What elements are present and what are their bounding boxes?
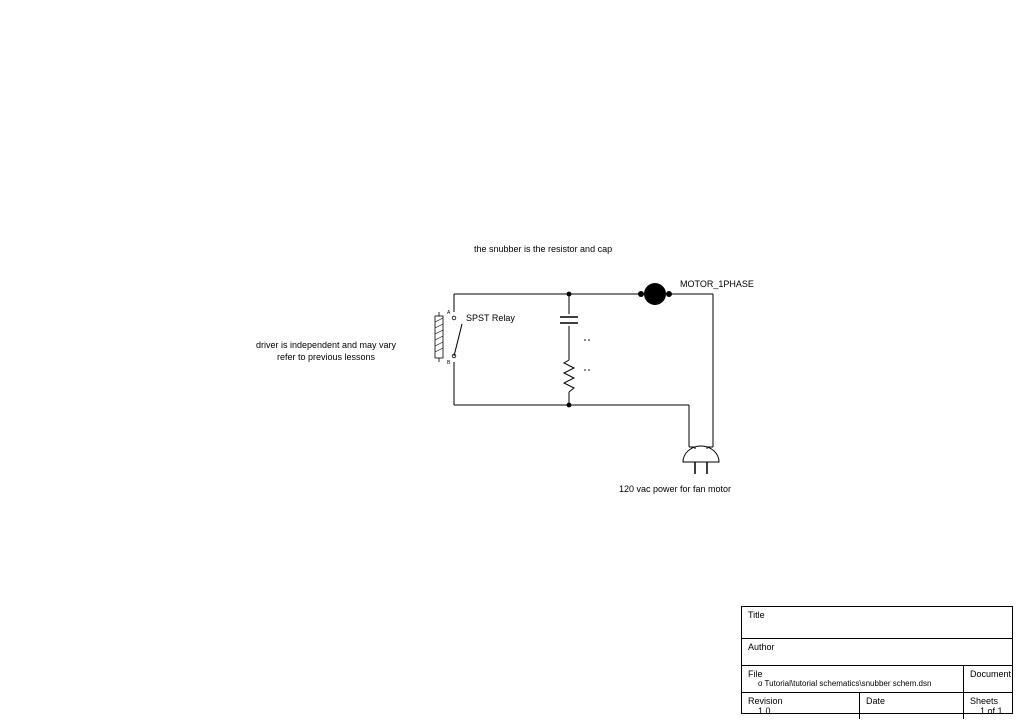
relay-contact-term bbox=[452, 316, 456, 320]
junction bbox=[567, 292, 572, 297]
tb-sheets-key: Sheets bbox=[970, 696, 998, 706]
relay-contact-arm bbox=[454, 324, 462, 356]
tb-revision-val: 1.0 bbox=[748, 706, 853, 716]
refdes-dot bbox=[588, 339, 590, 341]
relay-coil-hatch bbox=[435, 336, 443, 340]
tb-sheets-val: 1 of 1 bbox=[970, 706, 1007, 716]
relay-coil-hatch bbox=[435, 330, 443, 334]
motor-terminal bbox=[666, 291, 672, 297]
note-driver-l2: refer to previous lessons bbox=[251, 352, 401, 362]
relay-coil-hatch bbox=[435, 324, 443, 328]
tb-revision-key: Revision bbox=[748, 696, 783, 706]
tb-author-key: Author bbox=[748, 642, 775, 652]
refdes-dot bbox=[584, 339, 586, 341]
tb-title-key: Title bbox=[748, 610, 765, 620]
tb-file-val: o Tutorial\tutorial schematics\snubber s… bbox=[748, 679, 957, 688]
note-power: 120 vac power for fan motor bbox=[619, 484, 731, 494]
relay-pin-label: B bbox=[447, 360, 451, 366]
note-driver-l1: driver is independent and may vary bbox=[251, 340, 401, 350]
junction bbox=[567, 403, 572, 408]
relay-coil-hatch bbox=[435, 318, 443, 322]
relay-coil-hatch bbox=[435, 348, 443, 352]
tb-date-key: Date bbox=[866, 696, 885, 706]
resistor bbox=[564, 360, 574, 392]
label-motor: MOTOR_1PHASE bbox=[680, 279, 754, 289]
plug-dome bbox=[683, 446, 719, 462]
motor-body bbox=[644, 283, 666, 305]
label-relay: SPST Relay bbox=[466, 313, 515, 323]
tb-document-key: Document bbox=[970, 669, 1011, 679]
motor-terminal bbox=[638, 291, 644, 297]
refdes-dot bbox=[584, 369, 586, 371]
note-snubber: the snubber is the resistor and cap bbox=[474, 244, 612, 254]
tb-file-key: File bbox=[748, 669, 763, 679]
titleblock: Title Author File o Tutorial\tutorial sc… bbox=[741, 606, 1013, 714]
relay-coil-hatch bbox=[435, 342, 443, 346]
refdes-dot bbox=[588, 369, 590, 371]
relay-pin-label: A bbox=[447, 310, 451, 316]
